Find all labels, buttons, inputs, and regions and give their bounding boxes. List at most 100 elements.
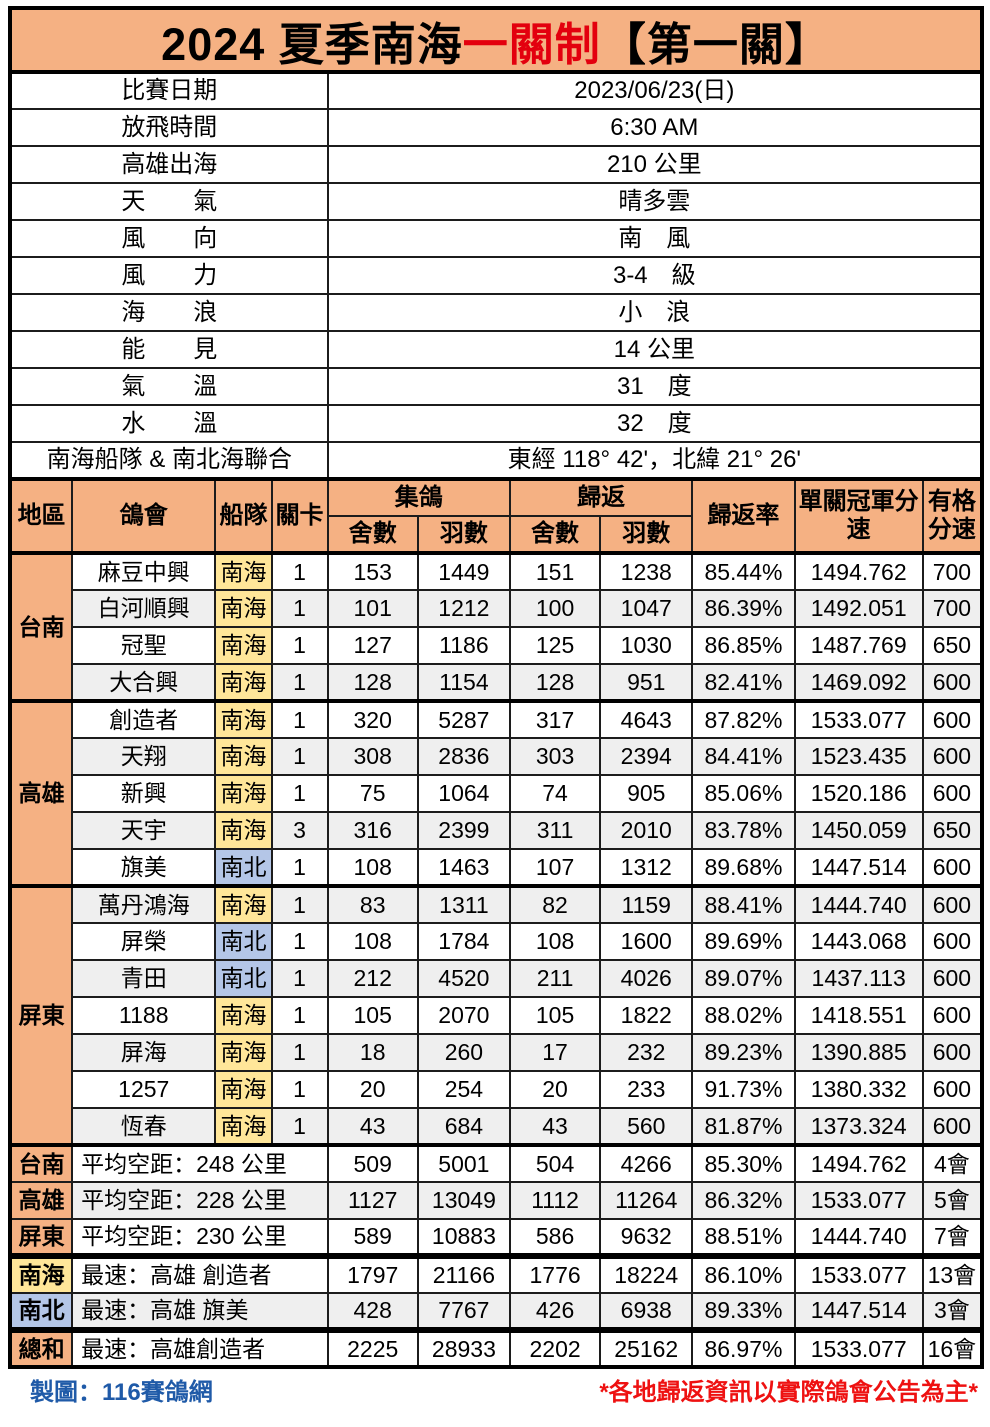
qualify-speed-cell: 4會 [921,1143,984,1183]
club-cell: 屏海 [71,1033,217,1072]
summary-row: 屏東 平均空距：230 公里 589 10883 586 9632 88.51% 1444.7… [8,1218,984,1257]
summary-row: 總和 最速：高雄創造者 2225 28933 2202 25162 86.97% 1533.0… [8,1327,984,1368]
collected-birds-cell: 13049 [416,1181,511,1220]
return-rate-cell: 88.02% [691,996,796,1035]
stage-cell: 1 [270,959,329,998]
qualify-speed-cell: 600 [921,848,984,887]
summary-name-cell: 台南 [8,1143,74,1183]
fleet-cell: 南海 [214,1070,273,1109]
collected-birds-cell: 21166 [416,1253,511,1294]
returned-lofts-cell: 108 [508,922,602,961]
collected-lofts-cell: 2225 [326,1327,419,1368]
club-cell: 屏榮 [71,922,217,961]
champion-speed-cell: 1450.059 [793,811,924,850]
qualify-speed-cell: 600 [921,922,984,961]
fleet-cell: 南海 [214,811,273,850]
club-data-row: 1188 南海 1 105 2070 105 1822 88.02% 1418.551 600 [10,996,984,1035]
info-label: 比賽日期 [9,71,329,110]
collected-lofts-cell: 20 [326,1070,419,1109]
collected-lofts-cell: 108 [326,922,419,961]
club-data-row: 青田 南北 1 212 4520 211 4026 89.07% 1437.113 600 [10,959,984,998]
stage-cell: 1 [270,699,329,739]
return-rate-cell: 88.51% [691,1218,796,1257]
col-header-returned-birds: 羽數 [599,515,694,554]
club-cell: 創造者 [71,699,217,739]
summary-row: 高雄 平均空距：228 公里 1127 13049 1112 11264 86.32% 153… [8,1181,984,1220]
champion-speed-cell: 1443.068 [793,922,924,961]
stage-cell: 1 [270,663,329,702]
returned-birds-cell: 951 [599,663,694,702]
return-rate-cell: 89.07% [691,959,796,998]
collected-lofts-cell: 589 [326,1218,419,1257]
race-info-table: 比賽日期 2023/06/23(日) 放飛時間 6:30 AM 高雄出海 210 公里天 … [8,70,984,481]
returned-birds-cell: 2010 [599,811,694,850]
champion-speed-cell: 1523.435 [793,737,924,776]
club-cell: 新興 [71,774,217,813]
stage-cell: 1 [270,996,329,1035]
returned-birds-cell: 1030 [599,626,694,665]
col-header-stage: 關卡 [270,478,329,554]
info-row: 比賽日期 2023/06/23(日) [9,71,984,110]
summary-label-cell: 最速：高雄創造者 [71,1327,329,1368]
col-header-collected: 集鴿 [326,478,511,517]
returned-lofts-cell: 586 [508,1218,602,1257]
returned-lofts-cell: 1112 [508,1181,602,1220]
returned-birds-cell: 560 [599,1107,694,1146]
returned-lofts-cell: 211 [508,959,602,998]
returned-lofts-cell: 82 [508,884,602,924]
return-rate-cell: 86.97% [691,1327,796,1368]
return-rate-cell: 85.44% [691,551,796,591]
fleet-cell: 南海 [214,1033,273,1072]
fleet-cell: 南海 [214,774,273,813]
title-highlight: 一關制 [462,18,601,70]
collected-lofts-cell: 153 [326,551,419,591]
fleet-cell: 南海 [214,699,273,739]
returned-birds-cell: 6938 [599,1292,694,1331]
champion-speed-cell: 1487.769 [793,626,924,665]
stage-cell: 1 [270,848,329,887]
champion-speed-cell: 1418.551 [793,996,924,1035]
collected-birds-cell: 1186 [416,626,511,665]
qualify-speed-cell: 13會 [921,1253,984,1294]
returned-birds-cell: 2394 [599,737,694,776]
return-rate-cell: 86.32% [691,1181,796,1220]
fleet-cell: 南海 [214,996,273,1035]
col-header-fleet: 船隊 [214,478,273,554]
collected-lofts-cell: 316 [326,811,419,850]
qualify-speed-cell: 650 [921,811,984,850]
collected-lofts-cell: 308 [326,737,419,776]
collected-lofts-cell: 105 [326,996,419,1035]
qualify-speed-cell: 3會 [921,1292,984,1331]
champion-speed-cell: 1444.740 [793,1218,924,1257]
stage-cell: 1 [270,1033,329,1072]
returned-birds-cell: 1312 [599,848,694,887]
returned-lofts-cell: 125 [508,626,602,665]
returned-lofts-cell: 74 [508,774,602,813]
collected-birds-cell: 2836 [416,737,511,776]
info-label: 風 力 [9,256,329,295]
summary-row: 南北 最速：高雄 旗美 428 7767 426 6938 89.33% 1447.514 3會 [8,1292,984,1331]
collected-birds-cell: 10883 [416,1218,511,1257]
collected-birds-cell: 2399 [416,811,511,850]
returned-birds-cell: 11264 [599,1181,694,1220]
collected-birds-cell: 28933 [416,1327,511,1368]
collected-birds-cell: 1449 [416,551,511,591]
info-label: 南海船隊 & 南北海聯合 [9,441,329,480]
info-label: 高雄出海 [9,145,329,184]
club-data-row: 天宇 南海 3 316 2399 311 2010 83.78% 1450.059 650 [10,811,984,850]
returned-birds-cell: 9632 [599,1218,694,1257]
info-row: 水 溫 32 度 [9,404,984,443]
qualify-speed-cell: 600 [921,959,984,998]
club-data-row: 屏榮 南北 1 108 1784 108 1600 89.69% 1443.068 600 [10,922,984,961]
collected-lofts-cell: 108 [326,848,419,887]
title-prefix: 2024 夏季南海 [161,18,463,70]
col-header-returned: 歸返 [508,478,694,517]
qualify-speed-cell: 600 [921,663,984,702]
returned-lofts-cell: 1776 [508,1253,602,1294]
champion-speed-cell: 1533.077 [793,1253,924,1294]
club-data-row: 屏東 萬丹鴻海 南海 1 83 1311 82 1159 88.41% 1444.740 600 [8,884,984,1146]
fleet-cell: 南海 [214,884,273,924]
header-row-1: 地區 鴿會 船隊 關卡 集鴿 歸返 歸返率 單關冠軍分速 有格分速 [8,478,984,554]
return-rate-cell: 88.41% [691,884,796,924]
